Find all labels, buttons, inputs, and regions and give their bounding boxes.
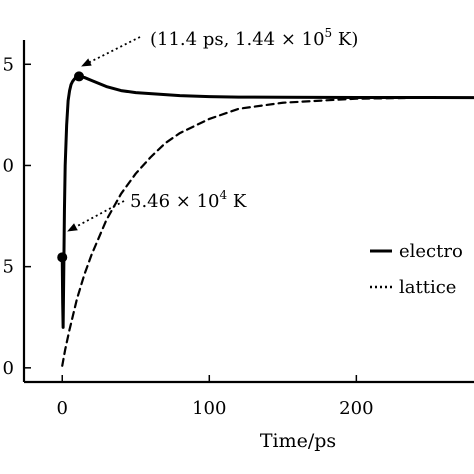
legend-lattice-label: lattice bbox=[399, 277, 456, 298]
legend-electro-label: electro bbox=[399, 241, 463, 262]
y-tick-label: 0 bbox=[3, 155, 14, 176]
series-layer bbox=[60, 74, 474, 367]
peak-annotation-arrow bbox=[81, 36, 141, 67]
y-tick-label: 5 bbox=[3, 257, 14, 278]
start-annotation-label: 5.46 × 104 K bbox=[130, 188, 247, 212]
x-tick-label: 200 bbox=[339, 398, 373, 419]
legend: electro lattice bbox=[370, 241, 463, 298]
lattice-series-line bbox=[61, 96, 474, 367]
y-tick-label: 5 bbox=[3, 54, 14, 75]
start-marker bbox=[57, 252, 68, 263]
peak-marker bbox=[74, 71, 84, 82]
start-annotation-arrow bbox=[67, 200, 125, 232]
peak-annotation-label: (11.4 ps, 1.44 × 105 K) bbox=[150, 26, 358, 50]
ticks-layer: 0 100 200 0 5 0 5 bbox=[3, 54, 374, 419]
x-axis-label: Time/ps bbox=[260, 430, 336, 452]
markers-layer bbox=[57, 71, 84, 263]
x-tick-label: 0 bbox=[57, 398, 68, 419]
x-tick-label: 100 bbox=[192, 398, 226, 419]
y-tick-label: 0 bbox=[3, 358, 14, 379]
